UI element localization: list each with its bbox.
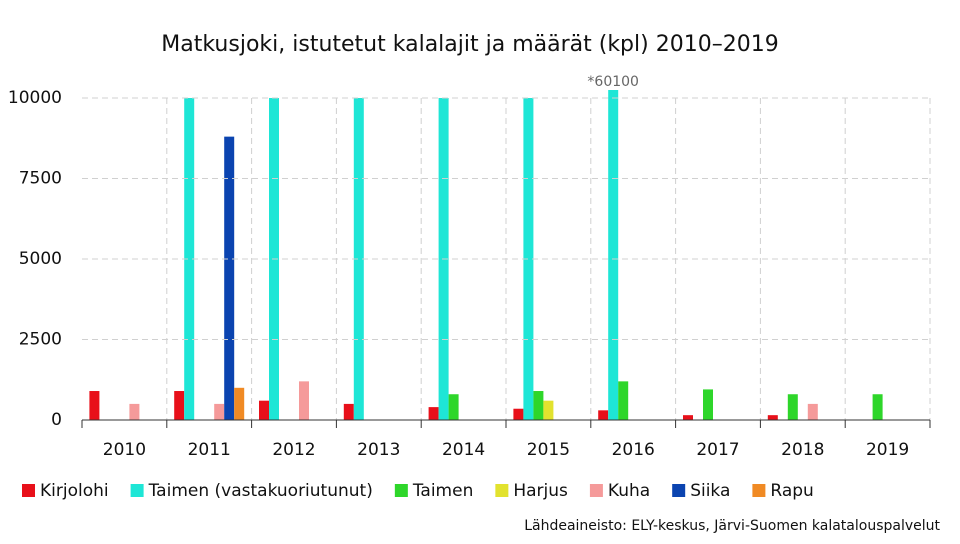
bar — [343, 403, 354, 420]
y-tick-label: 7500 — [19, 169, 62, 189]
bar — [608, 90, 619, 420]
bar — [543, 400, 554, 420]
bar — [807, 403, 818, 420]
legend-swatch — [672, 484, 686, 497]
legend-swatch — [495, 484, 509, 497]
x-tick-label: 2016 — [612, 440, 655, 460]
legend-label: Siika — [690, 481, 730, 501]
x-tick-label: 2014 — [442, 440, 485, 460]
bar — [174, 391, 185, 420]
legend-swatch — [589, 484, 603, 497]
bar — [259, 400, 269, 420]
bar — [513, 408, 524, 420]
bar — [214, 403, 225, 420]
legend-label: Kuha — [608, 481, 650, 501]
bar — [184, 98, 195, 420]
bar — [234, 387, 245, 420]
legend-swatch — [130, 484, 144, 497]
x-tick-label: 2012 — [272, 440, 315, 460]
bar — [598, 410, 609, 420]
legend-label: Taimen — [412, 481, 474, 501]
annotation: *60100 — [587, 74, 639, 90]
bar — [533, 391, 544, 420]
bar — [448, 394, 459, 420]
bar — [89, 391, 100, 420]
x-tick-label: 2011 — [188, 440, 231, 460]
x-tick-label: 2019 — [866, 440, 909, 460]
legend-label: Taimen (vastakuoriutunut) — [148, 481, 373, 501]
bar — [767, 415, 778, 420]
y-tick-label: 5000 — [19, 249, 62, 269]
bar — [872, 394, 883, 420]
y-tick-label: 0 — [51, 410, 62, 430]
x-tick-label: 2017 — [696, 440, 739, 460]
x-tick-label: 2013 — [357, 440, 400, 460]
legend-swatch — [752, 484, 766, 497]
y-tick-label: 2500 — [19, 330, 62, 350]
legend-label: Harjus — [513, 481, 568, 501]
legend-label: Rapu — [770, 481, 813, 501]
bar — [523, 98, 534, 420]
bar — [428, 407, 439, 420]
bar — [299, 381, 309, 420]
plot-area — [89, 90, 883, 420]
bar — [683, 415, 693, 420]
bar — [703, 389, 713, 420]
x-tick-label: 2010 — [103, 440, 146, 460]
source-note: Lähdeaineisto: ELY-keskus, Järvi-Suomen … — [524, 518, 940, 534]
x-tick-label: 2018 — [781, 440, 824, 460]
bar — [224, 136, 235, 420]
bar — [618, 381, 629, 420]
chart-title: Matkusjoki, istutetut kalalajit ja määrä… — [161, 32, 778, 57]
x-tick-label: 2015 — [527, 440, 570, 460]
legend-swatch — [394, 484, 408, 497]
legend-label: Kirjolohi — [40, 481, 109, 501]
y-tick-label: 10000 — [8, 88, 62, 108]
bar — [129, 403, 140, 420]
bar — [353, 98, 364, 420]
bar — [787, 394, 798, 420]
legend-swatch — [22, 484, 35, 497]
